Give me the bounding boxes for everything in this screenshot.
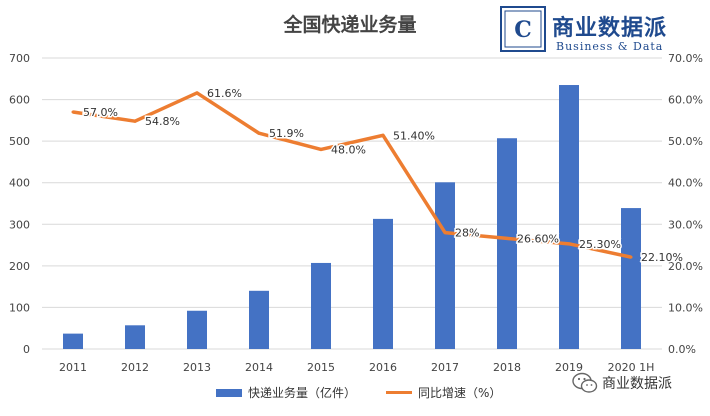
x-tick-label: 2020 1H — [608, 361, 655, 374]
growth-point — [319, 147, 323, 151]
x-tick-label: 2011 — [59, 361, 87, 374]
x-tick-label: 2013 — [183, 361, 211, 374]
wechat-icon — [572, 372, 598, 393]
growth-point — [505, 236, 509, 240]
growth-point — [629, 255, 633, 259]
growth-data-label: 61.6% — [207, 87, 242, 100]
x-tick-label: 2014 — [245, 361, 273, 374]
growth-data-label: 48.0% — [331, 143, 366, 156]
y-right-tick-label: 40.0% — [668, 177, 703, 190]
y-left-tick-label: 100 — [9, 301, 30, 314]
logo-letter: C — [514, 17, 532, 43]
chart-legend: 快递业务量（亿件） 同比增速（%） — [0, 384, 710, 402]
y-right-tick-label: 20.0% — [668, 260, 703, 273]
growth-data-label: 57.0% — [83, 106, 118, 119]
legend-item-volume: 快递业务量（亿件） — [216, 384, 356, 401]
growth-data-label: 28% — [455, 227, 479, 240]
y-left-tick-label: 0 — [23, 343, 30, 356]
x-tick-label: 2016 — [369, 361, 397, 374]
logo-subtitle: Business & Data — [556, 40, 664, 53]
legend-label-growth: 同比增速（%） — [418, 386, 502, 400]
y-right-tick-label: 10.0% — [668, 301, 703, 314]
y-left-tick-label: 500 — [9, 135, 30, 148]
growth-data-label: 25.30% — [579, 238, 621, 251]
chart-title: 全国快递业务量 — [283, 14, 417, 36]
x-tick-label: 2019 — [555, 361, 583, 374]
x-tick-label: 2018 — [493, 361, 521, 374]
logo-mark-icon: C — [500, 6, 546, 52]
legend-item-growth: 同比增速（%） — [386, 384, 501, 401]
y-left-tick-label: 300 — [9, 218, 30, 231]
x-tick-label: 2017 — [431, 361, 459, 374]
y-right-tick-label: 0.0% — [668, 343, 696, 356]
watermark-text: 商业数据派 — [602, 376, 672, 392]
bar — [435, 182, 455, 349]
y-right-tick-label: 50.0% — [668, 135, 703, 148]
growth-point — [567, 242, 571, 246]
bar — [249, 290, 269, 349]
y-right-tick-label: 60.0% — [668, 94, 703, 107]
growth-data-label: 51.9% — [269, 127, 304, 140]
y-left-tick-label: 200 — [9, 260, 30, 273]
growth-data-label: 54.8% — [145, 115, 180, 128]
y-left-tick-label: 700 — [9, 52, 30, 65]
y-left-tick-label: 400 — [9, 177, 30, 190]
growth-line — [72, 91, 632, 259]
bar — [63, 333, 83, 349]
y-right-tick-label: 30.0% — [668, 218, 703, 231]
watermark: 商业数据派 — [572, 372, 672, 394]
growth-point — [195, 91, 199, 95]
legend-label-volume: 快递业务量（亿件） — [248, 386, 357, 400]
growth-point — [133, 119, 137, 123]
x-tick-label: 2015 — [307, 361, 335, 374]
bar — [187, 310, 207, 349]
bar — [559, 85, 579, 350]
growth-point — [381, 133, 385, 137]
growth-point — [71, 110, 75, 114]
logo-title: 商业数据派 — [552, 15, 668, 41]
legend-swatch-volume — [216, 388, 242, 397]
bar — [373, 218, 393, 349]
y-left-tick-label: 600 — [9, 94, 30, 107]
growth-data-label: 26.60% — [517, 232, 559, 245]
growth-data-label: 22.10% — [641, 251, 683, 264]
bar — [497, 138, 517, 349]
growth-point — [257, 131, 261, 135]
y-right-tick-label: 70.0% — [668, 52, 703, 65]
bar — [125, 325, 145, 349]
growth-data-label: 51.40% — [393, 129, 435, 142]
bar — [621, 208, 641, 349]
growth-point — [443, 231, 447, 235]
brand-logo: C 商业数据派 Business & Data — [500, 6, 700, 58]
bar — [311, 262, 331, 349]
legend-swatch-growth — [386, 391, 412, 394]
x-tick-label: 2012 — [121, 361, 149, 374]
